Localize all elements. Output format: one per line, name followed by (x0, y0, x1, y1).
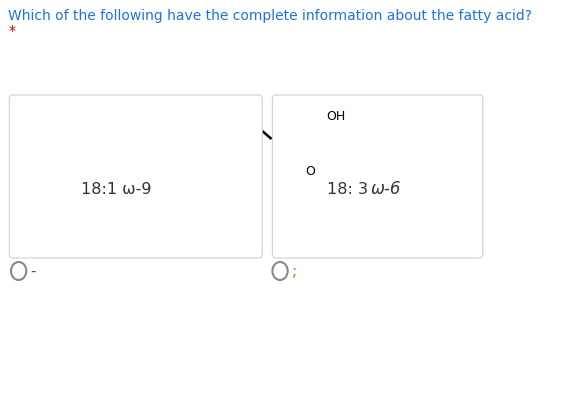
Text: 18: 3: 18: 3 (327, 182, 378, 196)
Text: 18:1 ω-9: 18:1 ω-9 (80, 182, 151, 196)
FancyBboxPatch shape (9, 95, 262, 258)
Text: Which of the following have the complete information about the fatty acid?: Which of the following have the complete… (9, 9, 533, 23)
Text: *: * (9, 24, 15, 38)
FancyBboxPatch shape (273, 95, 483, 258)
Circle shape (273, 262, 288, 280)
Text: OH: OH (327, 110, 346, 123)
Text: O: O (305, 165, 316, 178)
Text: -: - (30, 263, 36, 279)
Text: ω-6: ω-6 (371, 180, 401, 198)
Text: ;: ; (292, 263, 297, 279)
Circle shape (11, 262, 26, 280)
